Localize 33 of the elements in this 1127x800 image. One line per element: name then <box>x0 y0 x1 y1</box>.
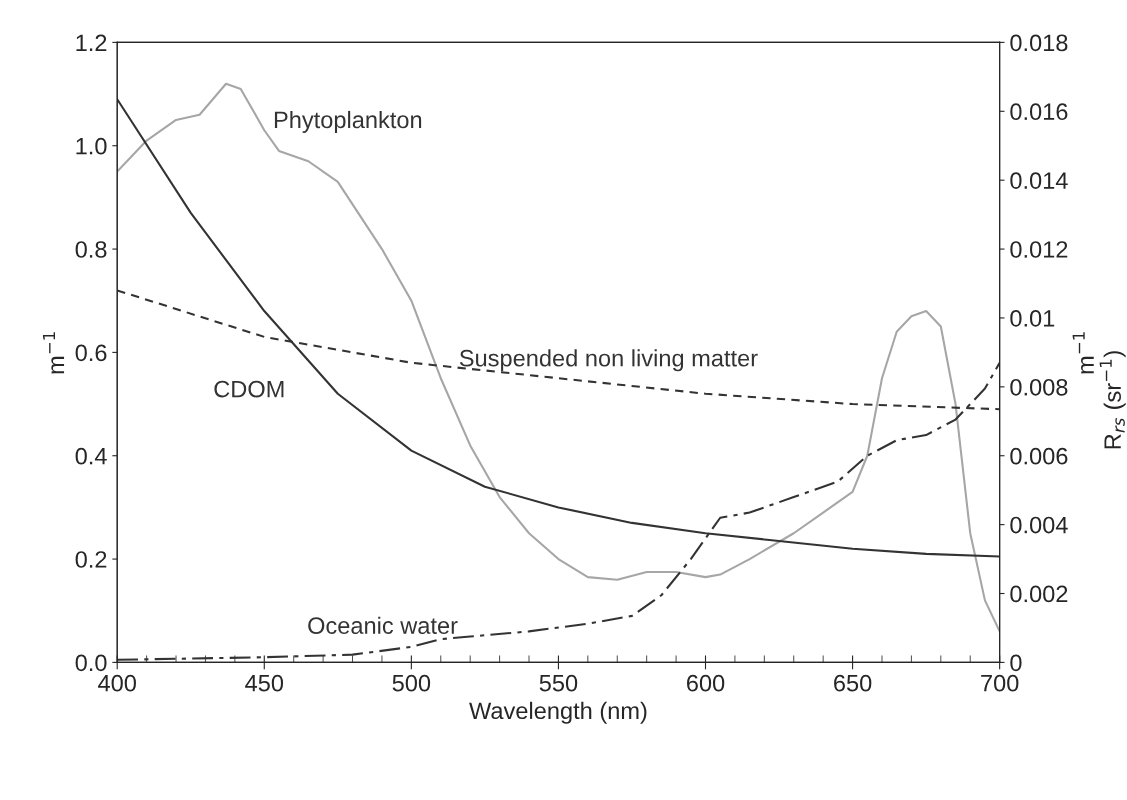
text: R$_{rs}$ (sr$^{−1}$) <box>1099 351 1126 449</box>
y2-tick-label: 0.002 <box>1010 585 1068 603</box>
series-label: Phytoplankton <box>274 110 422 133</box>
x-tick-label: 450 <box>245 674 284 692</box>
x-tick-label: 700 <box>981 674 1019 692</box>
y2-tick-label: 0.018 <box>1010 34 1068 52</box>
x-tick-label: 500 <box>392 674 431 692</box>
series-label: Oceanic water <box>308 616 458 634</box>
x-axis-title: Wavelength (nm) <box>469 701 647 724</box>
y2-tick-label: 0.006 <box>1010 447 1068 465</box>
y-tick-label: 0.0 <box>75 654 107 672</box>
y-tick-label: 0.4 <box>75 447 107 465</box>
y2-tick-label: 0.012 <box>1010 241 1068 258</box>
y-tick-label: 1.0 <box>76 137 107 155</box>
y2-tick-label: 0.01 <box>1010 310 1055 327</box>
line-series <box>117 82 1000 633</box>
y-tick-label: 0.2 <box>75 551 107 568</box>
y2-tick-label: 0.014 <box>1010 172 1068 189</box>
series-label: CDOM <box>214 380 284 398</box>
y2-tick-label: 0.004 <box>1010 516 1068 534</box>
y2-tick-label: 0 <box>1010 654 1022 672</box>
y2-tick-label: 0.016 <box>1010 103 1068 121</box>
x-tick-label: 400 <box>98 674 136 692</box>
series-label: Suspended non living matter <box>459 349 758 372</box>
y2-tick-label: 0.008 <box>1010 378 1068 396</box>
y2-axis-title: m$^{−1}$ <box>1072 332 1094 374</box>
x-tick-label: 650 <box>834 674 872 692</box>
y-tick-label: 0.6 <box>75 344 107 362</box>
y-tick-label: 1.2 <box>76 34 107 51</box>
y-tick-label: 0.8 <box>75 241 107 258</box>
x-tick-label: 550 <box>539 674 578 692</box>
x-tick-label: 600 <box>687 674 725 692</box>
y-axis-title: m$^{−1}$ <box>42 332 65 374</box>
